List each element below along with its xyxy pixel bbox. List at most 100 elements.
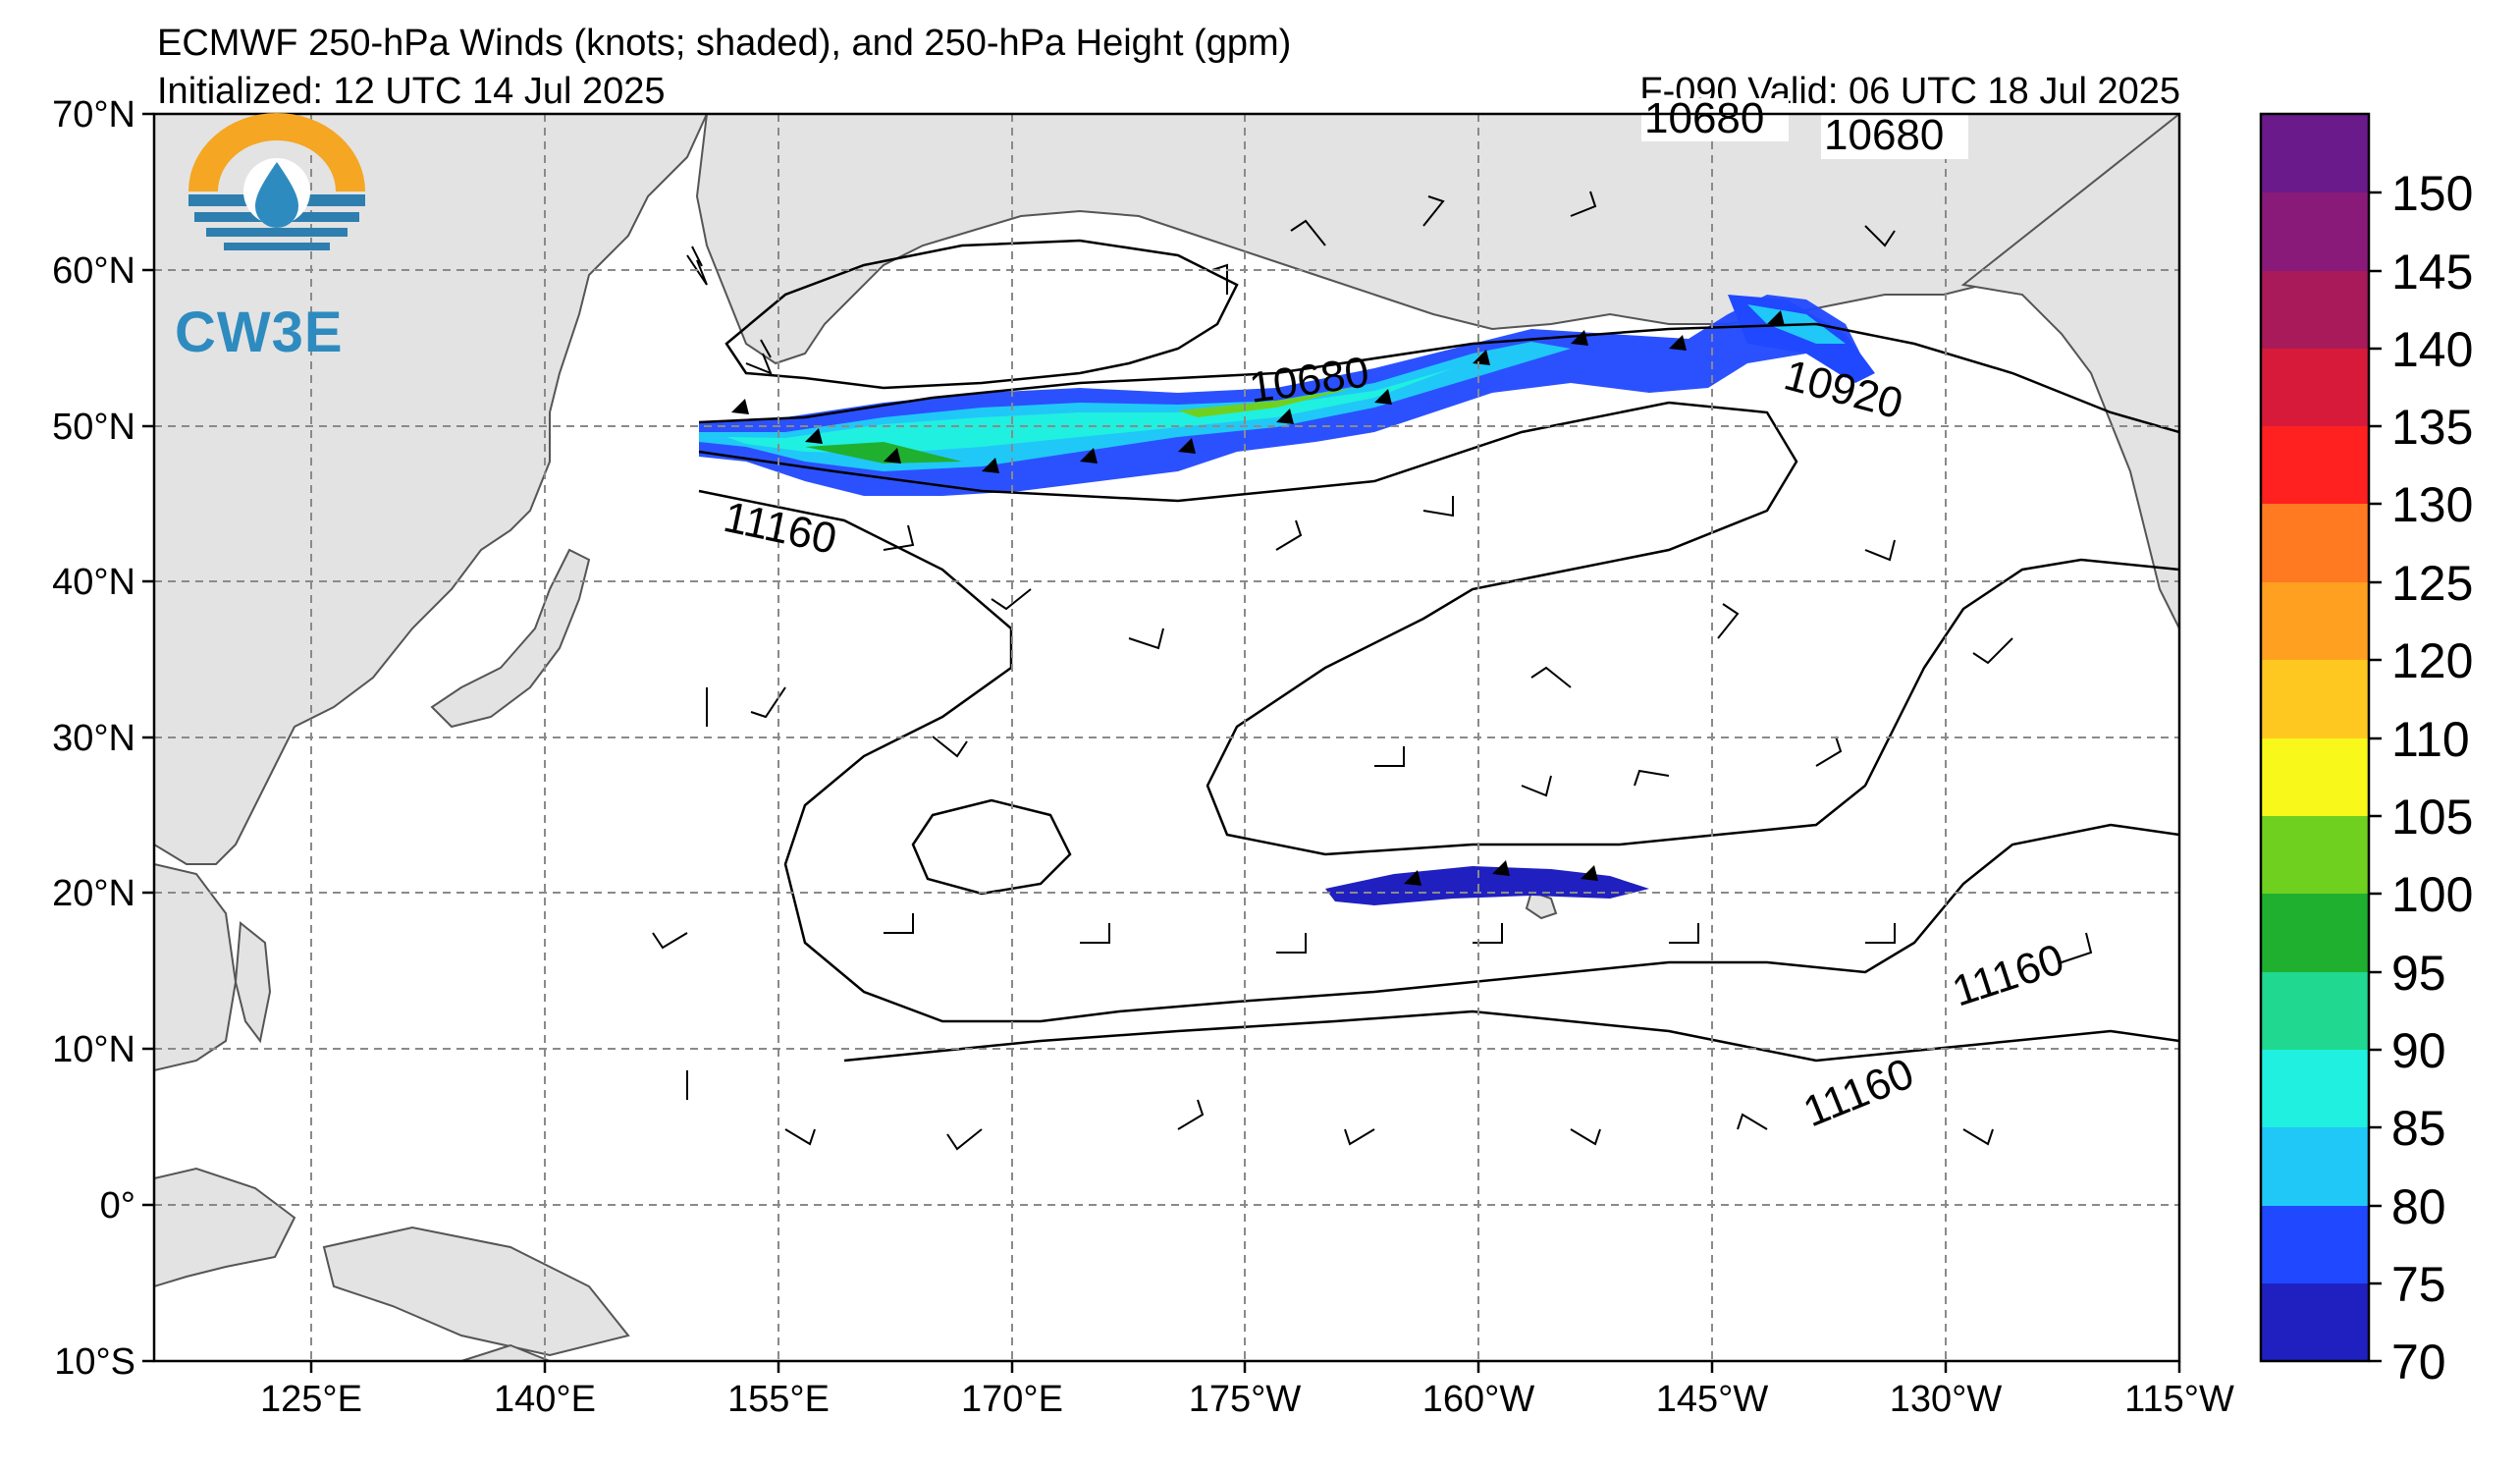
- colorbar-tick: 75: [2391, 1257, 2446, 1312]
- lat-label: 0°: [100, 1185, 135, 1227]
- wind-barbs: [652, 191, 2093, 1151]
- wind-flag: [805, 428, 823, 444]
- colorbar: 150 145 140 135 130 125 120 110 105 100 …: [2259, 112, 2473, 1390]
- colorbar-segment: [2261, 114, 2369, 192]
- wind-barb: [884, 913, 914, 934]
- colorbar-tick: 140: [2391, 322, 2473, 377]
- height-contours: [698, 239, 2179, 1063]
- wind-barb: [1275, 519, 1303, 551]
- colorbar-segment: [2261, 894, 2369, 972]
- logo-wave-icon: [224, 243, 330, 250]
- wind-barb: [1422, 195, 1445, 227]
- land-hawaii: [1525, 890, 1558, 920]
- land-philippines: [234, 921, 272, 1044]
- contour-label: 10680: [1644, 94, 1764, 142]
- colorbar-segment: [2261, 349, 2369, 426]
- contour-label-bg: [1821, 110, 1968, 159]
- colorbar-tick: 150: [2391, 166, 2473, 221]
- wind-barb: [1864, 225, 1896, 247]
- logo-sun-arc-icon: [188, 113, 365, 191]
- contour-11160-low: [843, 1009, 2179, 1063]
- land-australia-tip: [460, 1343, 551, 1361]
- wind-flag: [1374, 389, 1392, 405]
- contour-label-bg: [1641, 98, 1789, 141]
- lat-label: 40°N: [52, 562, 135, 603]
- colorbar-segment: [2261, 816, 2369, 894]
- colorbar-segment: [2261, 1050, 2369, 1127]
- colorbar-tick: 85: [2391, 1101, 2446, 1156]
- wind-barb: [883, 524, 915, 551]
- lat-label: 70°N: [52, 94, 135, 136]
- wind-barb: [1737, 1113, 1768, 1130]
- wind-barb: [1521, 775, 1552, 797]
- logo-wave-icon: [206, 228, 348, 237]
- colorbar-tick: 145: [2391, 245, 2473, 300]
- wind-barb: [946, 1128, 983, 1151]
- wind-barb: [1374, 746, 1405, 767]
- contour-11160-west: [698, 489, 2179, 1023]
- colorbar-tick: 130: [2391, 477, 2473, 532]
- jet-subtropical: [1325, 866, 1649, 905]
- colorbar-tick: 105: [2391, 790, 2473, 845]
- lat-label: 60°N: [52, 250, 135, 292]
- colorbar-segment: [2261, 1206, 2369, 1283]
- wind-barb: [1530, 666, 1572, 688]
- colorbar-tick: 80: [2391, 1179, 2446, 1234]
- jet-north-max2: [1178, 388, 1355, 417]
- wind-flag: [982, 458, 999, 473]
- wind-barb: [1865, 923, 1896, 944]
- wind-barb: [991, 588, 1032, 611]
- lat-label: 50°N: [52, 407, 135, 448]
- wind-barb: [1344, 1128, 1375, 1146]
- contour-10680-long: [698, 322, 2179, 434]
- initialized-time: Initialized: 12 UTC 14 Jul 2025: [157, 71, 666, 112]
- jet-north-core: [726, 368, 1453, 454]
- colorbar-tick: 135: [2391, 400, 2473, 455]
- wind-flags: [731, 310, 1785, 886]
- colorbar-segment: [2261, 972, 2369, 1050]
- colorbar-segment: [2261, 660, 2369, 738]
- land-indonesia: [154, 1167, 296, 1288]
- colorbar-tick: 120: [2391, 633, 2473, 688]
- wind-flag: [884, 448, 901, 464]
- wind-flag: [1404, 870, 1421, 886]
- contour-10680-north: [724, 239, 1239, 390]
- axis-ticks: [142, 112, 2181, 1373]
- lon-label: 115°W: [2124, 1379, 2234, 1420]
- wind-flag: [1767, 310, 1785, 326]
- lon-label: 140°E: [494, 1379, 596, 1420]
- wind-barb: [1080, 923, 1110, 944]
- colorbar-tick: 125: [2391, 556, 2473, 611]
- contour-label: 10680: [1824, 111, 1944, 159]
- chart-title: ECMWF 250-hPa Winds (knots; shaded), and…: [157, 23, 1292, 64]
- cw3e-logo: CW3E: [175, 113, 365, 364]
- colorbar-tick: 90: [2391, 1023, 2446, 1078]
- lat-label: 10°S: [54, 1341, 135, 1383]
- wind-barb: [1422, 496, 1454, 518]
- lon-label: 170°E: [961, 1379, 1063, 1420]
- lon-label: 130°W: [1890, 1379, 2003, 1420]
- colorbar-segment: [2261, 504, 2369, 582]
- jet-north-max: [805, 442, 962, 464]
- wind-barb: [1717, 603, 1740, 639]
- wind-barb: [1864, 539, 1896, 562]
- land-new-guinea: [322, 1226, 630, 1357]
- wind-barb: [1177, 1099, 1205, 1130]
- wind-barb: [2061, 932, 2093, 963]
- wind-flag: [1473, 350, 1490, 365]
- colorbar-segment: [2261, 1127, 2369, 1206]
- colorbar-segment: [2261, 271, 2369, 349]
- lat-label: 20°N: [52, 873, 135, 914]
- contour-labels: 10680 10680 10680 10920 11160 11160 1116…: [720, 94, 2069, 1136]
- colorbar-segment: [2261, 192, 2369, 271]
- wind-barb: [652, 932, 688, 950]
- lat-label: 10°N: [52, 1029, 135, 1070]
- wind-barb: [1972, 637, 2013, 665]
- wind-flag: [1669, 335, 1687, 351]
- logo-text: CW3E: [175, 300, 344, 364]
- wind-barb: [1815, 736, 1843, 767]
- wind-flag: [731, 399, 749, 414]
- graticule: [154, 114, 2179, 1361]
- wind-barb: [1570, 1128, 1601, 1146]
